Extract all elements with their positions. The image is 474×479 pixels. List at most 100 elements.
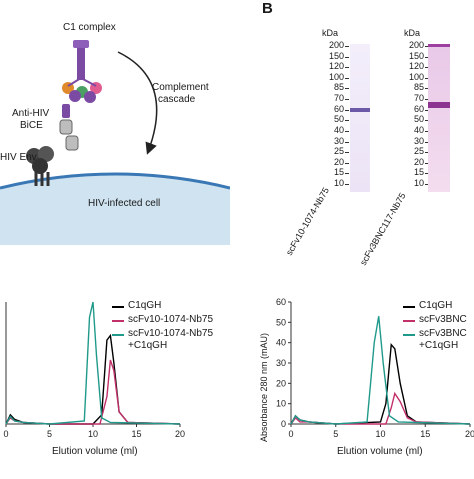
marker-label: 100 <box>408 71 424 82</box>
bice-domain <box>62 104 70 118</box>
marker-label: 10 <box>413 178 424 188</box>
legend-label-1: C1qGH <box>419 300 453 311</box>
marker-tick <box>345 109 349 111</box>
marker-tick <box>345 184 349 185</box>
y-tick-label: 60 <box>276 297 286 307</box>
chromatogram-right: 0 5 10 15 20 0 10 20 30 40 50 60 Elution volume (ml… <box>255 292 474 474</box>
cell-label: HIV-infected cell <box>88 198 161 209</box>
marker-tick <box>345 162 349 164</box>
marker-tick <box>425 120 429 122</box>
legend-label-3: scFv3BNC <box>419 328 467 339</box>
marker-tick <box>425 184 429 185</box>
legend-label-1: C1qGH <box>128 300 162 311</box>
complement-schematic: C1 complex Complement cascade Anti-HIV B… <box>0 0 231 245</box>
marker-label: 20 <box>413 156 424 167</box>
y-tick-label: 40 <box>276 338 286 348</box>
marker-tick <box>345 173 349 175</box>
marker-tick <box>345 46 349 47</box>
legend-label-3: +C1qGH <box>419 340 459 351</box>
band-lane-2 <box>428 102 450 108</box>
marker-label: 85 <box>333 82 344 93</box>
cascade-arrow <box>117 51 158 155</box>
marker-tick <box>345 88 349 90</box>
legend-left: C1qGH scFv10-1074-Nb75 scFv10-1074-Nb75 +C1… <box>112 298 213 368</box>
schematic-drawing <box>0 40 231 245</box>
x-tick-label: 0 <box>288 429 293 439</box>
marker-tick <box>425 130 429 132</box>
x-tick-label: 15 <box>420 429 430 439</box>
marker-label: 70 <box>333 93 344 104</box>
y-tick-label: 30 <box>276 358 286 368</box>
bice-label-line1: Anti-HIV <box>12 108 50 119</box>
x-tick-label: 10 <box>375 429 385 439</box>
legend-swatch-1 <box>112 306 124 308</box>
series-line-3 <box>5 301 181 425</box>
marker-tick <box>425 88 429 90</box>
legend-right: C1qGH scFv3BNC scFv3BNC +C1qGH <box>403 298 474 368</box>
legend-label-3: scFv10-1074-Nb75 <box>128 328 214 339</box>
marker-tick <box>345 99 349 101</box>
legend-label-2: scFv3BNC <box>419 314 467 325</box>
lane-label-2: scFv3BNC117-Nb75 <box>358 191 408 267</box>
y-tick-label: 0 <box>281 419 286 429</box>
x-axis-label-left: Elution volume (ml) <box>52 446 138 457</box>
x-tick-label: 10 <box>88 429 98 439</box>
marker-label: 20 <box>333 156 344 167</box>
kda-label-left: kDa <box>322 28 339 38</box>
marker-label: 150 <box>328 50 344 61</box>
marker-label: 60 <box>333 103 344 114</box>
marker-tick <box>345 67 349 69</box>
sds-page-gel: kDa kDa 200 150 120 100 85 70 60 50 40 30 25 20 15 10… <box>284 0 450 280</box>
x-tick-label: 20 <box>465 429 474 439</box>
marker-tick <box>425 109 429 111</box>
marker-label: 150 <box>408 50 424 61</box>
marker-label: 50 <box>413 114 424 125</box>
x-axis-label-right: Elution volume (ml) <box>337 446 423 457</box>
marker-tick <box>425 99 429 101</box>
legend-swatch-3 <box>403 334 415 336</box>
marker-tick <box>345 120 349 122</box>
x-tick-label: 5 <box>333 429 338 439</box>
marker-tick <box>425 141 429 143</box>
chromatogram-left-svg: 0 5 10 15 20 <box>3 301 185 439</box>
cascade-label-line1: Complement <box>152 82 209 93</box>
bice-label-line2: BiCE <box>20 120 43 131</box>
marker-labels-right: 200 150 120 100 85 70 60 50 40 30 25 20 15 10 <box>380 0 429 200</box>
chromatogram-left: 0 5 10 15 20 Elution volume (ml) C1qGH scFv10… <box>0 292 213 474</box>
marker-label: 120 <box>328 61 344 72</box>
legend-label-2: scFv10-1074-Nb75 <box>128 314 214 325</box>
marker-label: 85 <box>413 82 424 93</box>
series-line-3 <box>290 316 471 425</box>
x-tick-label: 5 <box>47 429 52 439</box>
marker-tick <box>345 152 349 154</box>
env-label: HIV Env <box>0 152 37 163</box>
marker-label: 120 <box>408 61 424 72</box>
x-tick-label: 15 <box>131 429 141 439</box>
marker-label: 200 <box>408 40 424 50</box>
x-tick-label: 0 <box>3 429 8 439</box>
marker-tick <box>345 56 349 58</box>
marker-label: 100 <box>328 71 344 82</box>
infected-cell-body <box>0 174 230 245</box>
marker-tick <box>425 162 429 164</box>
marker-tick <box>425 173 429 175</box>
marker-label: 25 <box>413 146 424 157</box>
legend-swatch-2 <box>403 320 415 322</box>
legend-swatch-3 <box>112 334 124 336</box>
y-tick-label: 20 <box>276 378 286 388</box>
marker-tick <box>425 46 429 47</box>
y-tick-label: 10 <box>276 399 286 409</box>
c1-complex-label: C1 complex <box>63 22 116 33</box>
marker-tick <box>425 67 429 69</box>
marker-label: 30 <box>333 135 344 146</box>
gel-lane-2 <box>428 44 450 192</box>
cascade-label-line2: cascade <box>158 94 196 105</box>
band-lane-2-top <box>428 44 450 47</box>
marker-tick <box>345 130 349 132</box>
legend-label-3: +C1qGH <box>128 340 168 351</box>
x-tick-label: 20 <box>175 429 185 439</box>
cell-membrane <box>0 172 231 190</box>
marker-tick <box>345 77 349 79</box>
marker-label: 60 <box>413 103 424 114</box>
marker-label: 40 <box>333 124 344 135</box>
